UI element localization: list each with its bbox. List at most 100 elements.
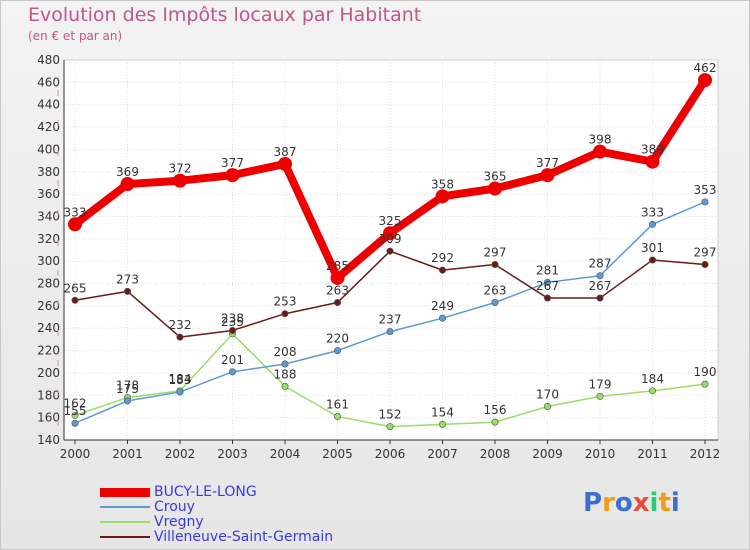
data-point [648,387,656,395]
x-tick-label: 2002 [165,447,196,461]
y-tick-label: 260 [37,299,60,313]
data-label: 353 [694,183,717,197]
data-point [333,299,341,307]
data-point [543,294,551,302]
data-point [71,411,79,419]
data-label: 238 [221,311,244,325]
x-tick-label: 2005 [322,447,353,461]
chart-subtitle: (en € et par an) [28,29,123,43]
data-point [435,189,450,204]
y-tick-label: 240 [37,321,60,335]
data-label: 161 [326,398,349,412]
data-label: 152 [379,408,402,422]
data-label: 333 [641,205,664,219]
logo-letter: i [649,488,659,518]
x-tick-label: 2008 [480,447,511,461]
y-tick-label: 320 [37,232,60,246]
logo-letter: r [602,488,615,518]
data-label: 170 [536,387,559,401]
data-point [229,368,237,376]
data-point [540,168,555,183]
data-point [173,173,187,188]
proxiti-logo: Proxiti [583,488,680,518]
data-label: 249 [431,299,454,313]
logo-letter: o [614,488,633,518]
data-label: 372 [169,162,192,176]
y-tick-label: 340 [37,209,60,223]
legend-label-villeneuve: Villeneuve-Saint-Germain [154,529,334,545]
data-point [596,392,604,400]
data-point [330,270,345,285]
data-point [225,168,240,183]
legend-swatch-crouy [100,506,150,508]
y-tick-label: 400 [37,142,60,156]
y-tick-label: 460 [37,75,60,89]
data-point [386,247,394,255]
data-label: 201 [221,353,244,367]
data-point [698,73,712,88]
y-tick-label: 300 [37,254,60,268]
logo-letter: P [583,488,603,518]
data-point [333,413,341,421]
data-label: 162 [64,396,87,410]
data-label: 188 [274,367,297,381]
data-label: 365 [484,170,507,184]
x-tick-label: 2006 [375,447,406,461]
data-label: 184 [169,372,192,386]
data-label: 265 [64,281,87,295]
data-point [701,380,709,388]
data-point [488,181,502,196]
data-point [593,144,607,159]
data-label: 285 [326,259,349,273]
data-label: 235 [221,315,244,329]
y-tick-label: 380 [37,165,60,179]
data-label: 273 [116,272,139,286]
y-tick-label: 140 [37,433,60,447]
data-label: 309 [379,232,402,246]
x-tick-label: 2011 [637,447,668,461]
data-label: 208 [274,345,297,359]
data-label: 377 [536,156,559,170]
x-tick-label: 2009 [532,447,563,461]
logo-letter: x [632,488,650,518]
data-label: 263 [484,284,507,298]
data-point [596,272,604,280]
data-point [491,418,499,426]
data-point [386,423,394,431]
data-label: 175 [116,382,139,396]
y-tick-label: 480 [37,53,60,67]
y-tick-label: 440 [37,98,60,112]
data-label: 301 [641,241,664,255]
data-label: 154 [431,405,454,419]
data-label: 267 [589,279,612,293]
data-label: 398 [589,133,612,147]
data-label: 462 [694,61,717,75]
data-label: 281 [536,263,559,277]
data-point [71,296,79,304]
data-label: 369 [116,165,139,179]
x-tick-label: 2007 [427,447,458,461]
data-label: 183 [169,373,192,387]
data-point [281,310,289,318]
logo-letter: i [670,488,680,518]
legend-swatch-villeneuve [100,536,150,538]
x-tick-label: 2010 [585,447,616,461]
data-label: 178 [116,379,139,393]
y-tick-label: 160 [37,411,60,425]
data-point [438,420,446,428]
data-label: 155 [64,404,87,418]
data-point [491,261,499,269]
data-label: 253 [274,295,297,309]
data-label: 190 [694,365,717,379]
data-point [491,299,499,307]
data-point [176,333,184,341]
y-tick-label: 420 [37,120,60,134]
data-point [701,261,709,269]
data-point [278,156,292,171]
data-point [176,388,184,396]
data-label: 232 [169,318,192,332]
chart-title: Evolution des Impôts locaux par Habitant [28,4,422,26]
y-tick-label: 360 [37,187,60,201]
logo-letter: t [658,488,671,518]
y-tick-label: 280 [37,277,60,291]
